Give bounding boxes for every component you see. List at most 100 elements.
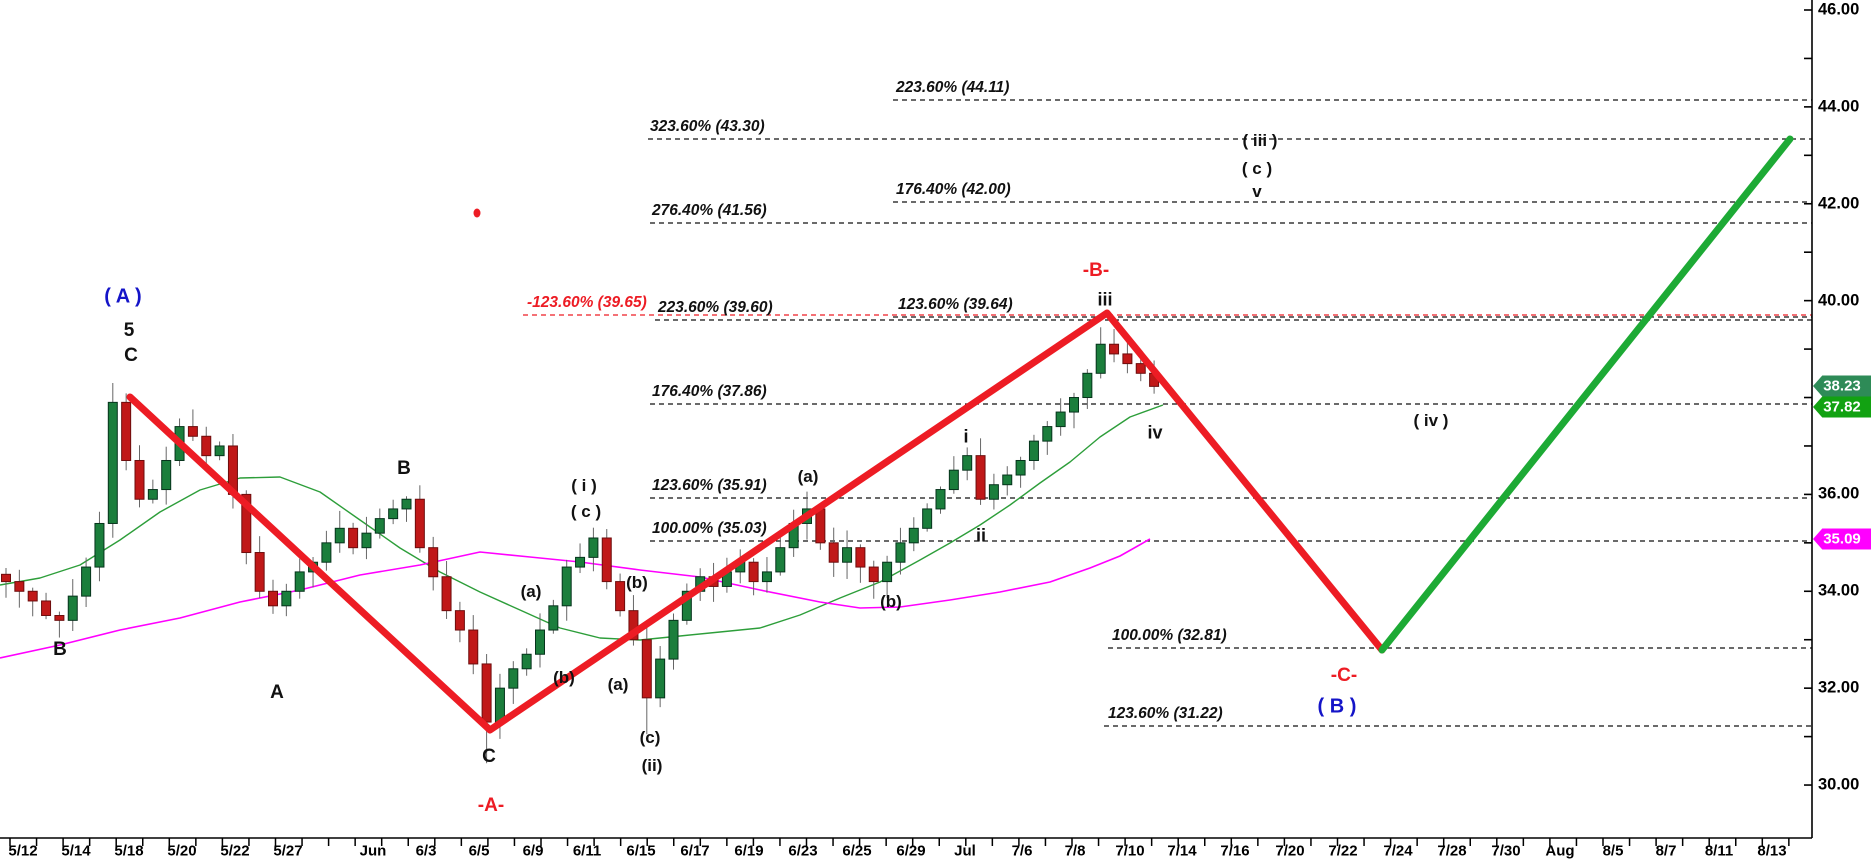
candle-up [81, 566, 92, 597]
fib-level-label-41.56[interactable]: 276.40% (41.56) [652, 202, 767, 219]
red-dot-marker[interactable] [473, 208, 481, 218]
candle-down [748, 561, 759, 583]
wave-label-20[interactable]: ii [975, 525, 987, 546]
wave-label-26[interactable]: v [1252, 182, 1262, 201]
wave-label-24[interactable]: ( iii ) [1242, 131, 1278, 150]
fib-level-label-39.64[interactable]: 123.60% (39.64) [898, 296, 1013, 313]
wave-label-7[interactable]: C [482, 746, 496, 767]
y-axis-label-36.00: 36.00 [1818, 484, 1860, 503]
wave-label-12[interactable]: (b) [626, 573, 648, 592]
wave-label-10[interactable]: ( c ) [570, 502, 602, 521]
wave-label-21[interactable]: -B- [1082, 260, 1110, 281]
wave-label-17[interactable]: (a) [797, 467, 819, 486]
wave-label-5[interactable]: A [270, 682, 284, 703]
candle-down [868, 566, 879, 583]
candle-down [27, 590, 38, 602]
candle-up [681, 590, 692, 621]
green-projection-trendline[interactable] [1378, 135, 1794, 654]
wave-label-2[interactable]: 5 [123, 320, 135, 341]
candle-up [281, 590, 292, 607]
candle-up [67, 595, 78, 621]
wave-label-19[interactable]: i [963, 426, 969, 447]
candle-down [815, 508, 826, 544]
candle-down [41, 600, 52, 617]
wave-label-3[interactable]: C [124, 345, 138, 366]
candle-up [895, 542, 906, 563]
x-axis-label-6/17: 6/17 [680, 842, 710, 860]
x-axis-label-8/5: 8/5 [1602, 842, 1624, 860]
candle-up [361, 532, 372, 549]
candle-up [1002, 474, 1013, 486]
fib-level-label-44.11[interactable]: 223.60% (44.11) [896, 79, 1010, 96]
wave-label-28[interactable]: -C- [1330, 665, 1358, 686]
x-axis-label-6/25: 6/25 [842, 842, 872, 860]
x-axis-label-7/28: 7/28 [1437, 842, 1467, 860]
candlestick-series [1, 327, 1160, 764]
candle-down [254, 552, 265, 592]
fib-level-label-35.03[interactable]: 100.00% (35.03) [652, 520, 767, 537]
fib-level-label-42[interactable]: 176.40% (42.00) [896, 181, 1011, 198]
wave-label-18[interactable]: (b) [880, 592, 902, 611]
wave-label-22[interactable]: iii [1097, 289, 1113, 310]
candle-down [615, 581, 626, 612]
x-axis-label-6/5: 6/5 [468, 842, 490, 860]
fib-level-label-37.86[interactable]: 176.40% (37.86) [652, 383, 767, 400]
price-badge-35.09: 35.09 [1813, 528, 1871, 550]
wave-label-29[interactable]: ( B ) [1317, 695, 1357, 718]
candle-up [962, 455, 973, 471]
x-axis-label-8/13: 8/13 [1757, 842, 1787, 860]
candle-down [268, 590, 278, 607]
fib-level-label-39.65[interactable]: -123.60% (39.65) [527, 294, 647, 311]
wave-label-1[interactable]: ( A ) [104, 285, 142, 308]
x-axis-label-7/22: 7/22 [1328, 842, 1358, 860]
candle-down [975, 455, 986, 500]
fib-level-label-31.22[interactable]: 123.60% (31.22) [1108, 705, 1223, 722]
fib-level-label-35.91[interactable]: 123.60% (35.91) [652, 477, 767, 494]
wave-label-13[interactable]: (b) [553, 668, 575, 687]
x-axis-label-6/23: 6/23 [788, 842, 818, 860]
candle-up [294, 571, 305, 592]
wave-label-23[interactable]: iv [1147, 422, 1163, 443]
wave-label-27[interactable]: ( iv ) [1413, 411, 1449, 430]
x-axis-label-6/9: 6/9 [522, 842, 544, 860]
candle-up [548, 605, 559, 631]
candle-down [187, 426, 198, 437]
x-axis-label-5/18: 5/18 [114, 842, 144, 860]
candle-up [535, 629, 545, 655]
candle-down [601, 537, 612, 583]
wave-label-11[interactable]: (a) [520, 582, 542, 601]
candle-down [1, 573, 11, 583]
y-axis-label-30.00: 30.00 [1818, 775, 1860, 794]
candle-down [441, 576, 452, 612]
x-axis-label-5/12: 5/12 [8, 842, 38, 860]
ma-magenta[interactable] [0, 538, 1151, 659]
x-axis-label-8/11: 8/11 [1704, 842, 1734, 860]
candle-up [1042, 426, 1053, 442]
fib-level-label-43.3[interactable]: 323.60% (43.30) [650, 118, 765, 135]
x-axis-label-6/29: 6/29 [896, 842, 926, 860]
red-zigzag-trendline[interactable] [126, 309, 1386, 734]
wave-label-6[interactable]: B [397, 458, 411, 479]
candle-up [842, 547, 853, 563]
wave-label-14[interactable]: (a) [607, 675, 629, 694]
y-axis-label-40.00: 40.00 [1818, 291, 1860, 310]
y-axis-label-34.00: 34.00 [1818, 581, 1860, 600]
x-axis-label-5/27: 5/27 [273, 842, 303, 860]
candle-down [54, 615, 65, 621]
wave-label-8[interactable]: -A- [477, 795, 505, 816]
wave-label-15[interactable]: (c) [639, 728, 661, 747]
wave-label-9[interactable]: ( i ) [571, 476, 597, 495]
fib-level-label-39.6[interactable]: 223.60% (39.60) [658, 299, 773, 316]
candle-up [668, 619, 679, 660]
wave-label-25[interactable]: ( c ) [1241, 159, 1273, 178]
x-axis-label-Jun: Jun [359, 842, 387, 860]
x-axis-label-Aug: Aug [1545, 842, 1575, 860]
fib-level-label-32.81[interactable]: 100.00% (32.81) [1112, 627, 1227, 644]
wave-label-4[interactable]: B [53, 639, 67, 660]
candle-down [468, 629, 479, 665]
wave-label-16[interactable]: (ii) [641, 756, 663, 775]
candle-up [401, 498, 412, 510]
candle-up [1028, 440, 1039, 461]
x-axis-label-5/22: 5/22 [220, 842, 250, 860]
